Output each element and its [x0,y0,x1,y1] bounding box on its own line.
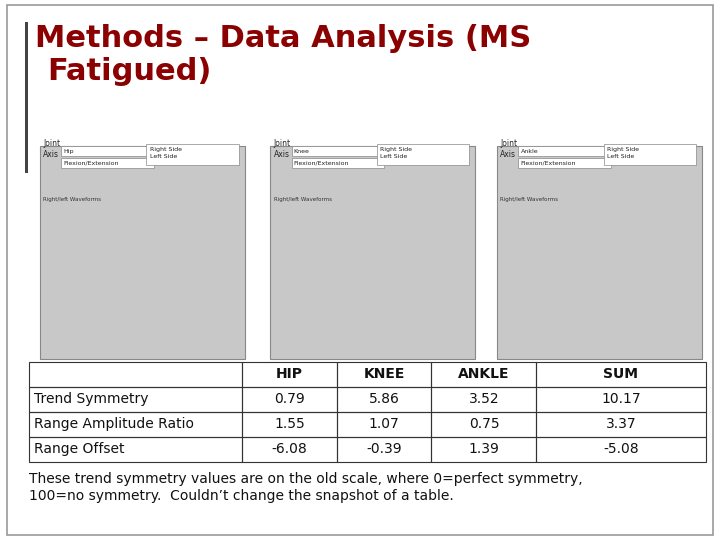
Bar [29,411,242,437]
X-axis label: % Gait Cycle: % Gait Cycle [588,350,636,360]
Bar [536,437,706,462]
Text: 3.52: 3.52 [469,392,499,406]
Text: 0.75: 0.75 [469,417,499,431]
X-axis label: % Gait Cycle: % Gait Cycle [130,350,179,360]
Text: Knee: Knee [294,148,310,154]
Text: 1.55: 1.55 [274,417,305,431]
Text: HIP: HIP [276,367,303,381]
Text: 1.39: 1.39 [469,442,500,456]
Text: Flexion/Extension: Flexion/Extension [521,160,576,166]
Text: 0.79: 0.79 [274,392,305,406]
Y-axis label: Degrees: Degrees [42,253,52,285]
Bar [337,362,431,387]
Y-axis label: Degrees: Degrees [273,253,282,285]
Text: Joint: Joint [274,139,291,148]
Text: -6.08: -6.08 [271,442,307,456]
Text: Right Side: Right Side [150,146,182,152]
Bar [536,387,706,411]
Bar [29,387,242,411]
Text: KNEE: KNEE [364,367,405,381]
Text: Ankle: Ankle [521,148,538,154]
Text: -0.39: -0.39 [366,442,402,456]
Text: 10.17: 10.17 [601,392,641,406]
Text: Right Side: Right Side [607,146,639,152]
Text: Methods – Data Analysis (MS: Methods – Data Analysis (MS [35,24,531,53]
Text: Joint: Joint [500,139,518,148]
Text: Left Side: Left Side [150,154,177,159]
Text: Right/left Waveforms: Right/left Waveforms [274,197,332,202]
Text: SUM: SUM [603,367,639,381]
Bar [29,362,242,387]
Bar [242,411,337,437]
Bar [431,362,536,387]
Text: Joint: Joint [43,139,60,148]
Text: Right/left Waveforms: Right/left Waveforms [500,197,559,202]
Bar [431,387,536,411]
Text: 3.37: 3.37 [606,417,636,431]
Bar [29,437,242,462]
Text: Axis: Axis [43,150,59,159]
Text: Trend Symmetry: Trend Symmetry [35,392,149,406]
Text: Range Amplitude Ratio: Range Amplitude Ratio [35,417,194,431]
Text: Flexion/Extension: Flexion/Extension [63,160,119,166]
X-axis label: % Gait Cycle: % Gait Cycle [361,350,410,360]
Text: Hip: Hip [63,148,74,154]
Bar [536,362,706,387]
Bar [337,411,431,437]
Bar [431,437,536,462]
Text: ANKLE: ANKLE [458,367,510,381]
Text: Fatigued): Fatigued) [47,57,211,86]
Bar [337,387,431,411]
Bar [242,362,337,387]
Text: -5.08: -5.08 [603,442,639,456]
Text: Right/left Waveforms: Right/left Waveforms [43,197,102,202]
Bar [431,411,536,437]
Text: Range Offset: Range Offset [35,442,125,456]
Bar [337,437,431,462]
Text: Right Side: Right Side [380,146,413,152]
Text: Left Side: Left Side [607,154,634,159]
Text: Flexion/Extension: Flexion/Extension [294,160,349,166]
Bar [242,437,337,462]
Y-axis label: Degrees: Degrees [500,253,509,285]
Bar [242,387,337,411]
Text: 1.07: 1.07 [369,417,400,431]
Text: Axis: Axis [274,150,289,159]
Bar [536,411,706,437]
Text: Axis: Axis [500,150,516,159]
Text: 5.86: 5.86 [369,392,400,406]
Text: Left Side: Left Side [380,154,408,159]
Text: These trend symmetry values are on the old scale, where 0=perfect symmetry,
100=: These trend symmetry values are on the o… [29,472,582,503]
